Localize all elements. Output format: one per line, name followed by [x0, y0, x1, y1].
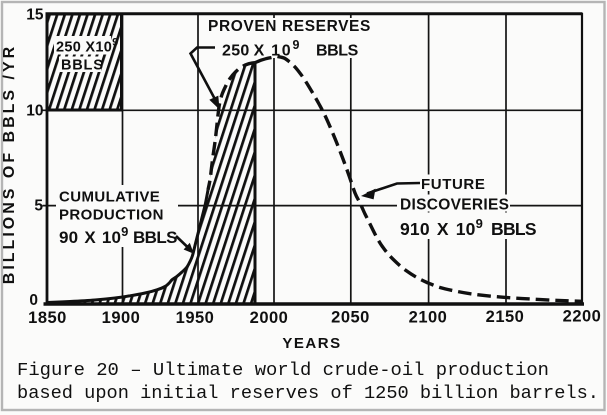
svg-text:Figure 20 – Ultimate world cru: Figure 20 – Ultimate world crude-oil pro… [17, 360, 549, 381]
svg-text:2200: 2200 [563, 308, 602, 326]
svg-text:2050: 2050 [331, 309, 370, 327]
svg-text:YEARS: YEARS [282, 335, 341, 352]
svg-text:PRODUCTION: PRODUCTION [59, 207, 164, 224]
svg-text:1850: 1850 [28, 309, 67, 327]
svg-text:PROVEN RESERVES: PROVEN RESERVES [208, 18, 371, 35]
svg-text:1950: 1950 [176, 309, 215, 327]
svg-text:15: 15 [26, 7, 44, 24]
svg-text:250 X109: 250 X109 [56, 37, 119, 56]
svg-text:2000: 2000 [250, 309, 289, 327]
svg-text:DISCOVERIES: DISCOVERIES [400, 197, 509, 214]
svg-text:0: 0 [29, 292, 38, 309]
svg-text:BILLIONS OF BBLS /YR: BILLIONS OF BBLS /YR [1, 44, 18, 284]
svg-text:5: 5 [34, 198, 43, 215]
svg-text:1900: 1900 [102, 309, 141, 327]
svg-text:based upon initial reserves of: based upon initial reserves of 1250 bill… [17, 383, 599, 404]
svg-text:10: 10 [26, 103, 43, 120]
svg-text:2150: 2150 [486, 308, 525, 326]
svg-text:2100: 2100 [409, 309, 448, 327]
svg-text:FUTURE: FUTURE [421, 176, 485, 193]
svg-text:CUMULATIVE: CUMULATIVE [59, 189, 160, 206]
svg-text:BBLS: BBLS [61, 58, 104, 74]
